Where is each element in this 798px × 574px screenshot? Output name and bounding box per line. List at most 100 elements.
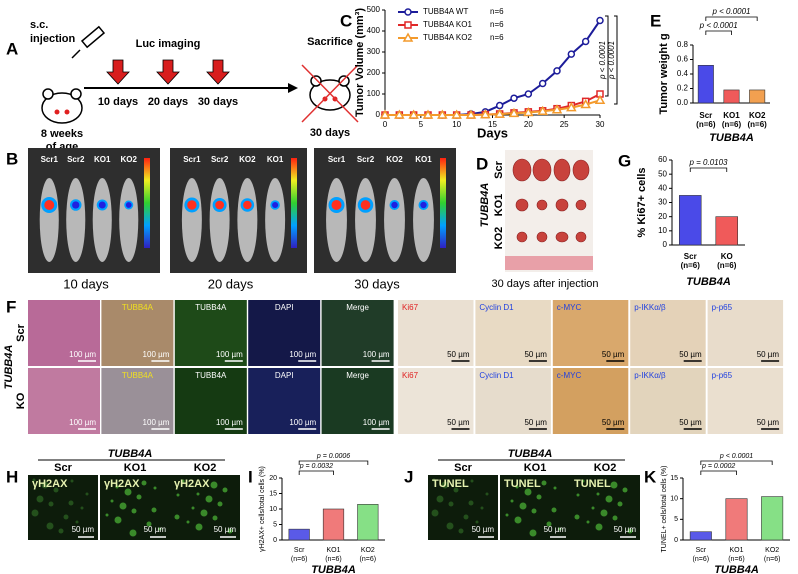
imaging-photo: Scr1 Scr2 KO1 KO2 <box>28 148 160 273</box>
stain-label: DAPI <box>275 303 294 312</box>
fluor-dot <box>75 520 79 524</box>
significance-bracket <box>614 15 618 105</box>
significance-bracket <box>298 470 334 475</box>
fluor-dot <box>68 500 74 506</box>
x-tick-label: 5 <box>419 120 424 129</box>
marker <box>404 8 412 16</box>
fluor-dot <box>141 480 147 486</box>
fluor-dot <box>210 481 218 489</box>
fluor-dot <box>191 506 195 510</box>
scale-label: 100 µm <box>289 350 316 359</box>
y-tick-label: 0.4 <box>677 69 689 78</box>
tissue-image <box>707 300 784 366</box>
marker <box>594 94 606 105</box>
marker <box>494 108 505 118</box>
marker <box>551 104 563 114</box>
fluor-dot <box>46 522 54 530</box>
fluor-dot <box>485 492 489 496</box>
bar <box>761 496 784 541</box>
fluor-dot <box>470 479 474 483</box>
tissue-image <box>101 300 174 366</box>
fluor-dot <box>553 486 557 490</box>
panel-label: D <box>476 154 488 173</box>
panel-a: A s.c. injection 8 weeks of age Luc imag… <box>6 19 359 153</box>
scale-label: 100 µm <box>289 418 316 427</box>
signal-blob <box>391 201 398 209</box>
panel-label: B <box>6 149 18 168</box>
bar <box>725 498 748 541</box>
fluor-dot <box>595 523 603 531</box>
fluor-dot <box>105 513 109 517</box>
row-label: KO2 <box>493 227 505 250</box>
fluor-dot <box>610 481 618 489</box>
marker <box>596 16 604 25</box>
scale-label: 50 µm <box>757 350 780 359</box>
x-tick-label: Scr <box>696 547 707 554</box>
panel-label: H <box>6 467 18 486</box>
annotation: p < 0.0001 <box>598 41 607 80</box>
tissue-image <box>28 368 100 434</box>
x-tick-label: Scr <box>699 111 712 120</box>
marker <box>553 67 561 75</box>
legend-label: TUBB4A KO1 <box>423 20 472 29</box>
row-label: Scr <box>15 323 27 341</box>
annotation: p < 0.0001 <box>719 453 753 460</box>
bar <box>723 89 740 104</box>
x-tick-label: 20 <box>524 120 533 129</box>
group-label: Scr <box>454 462 472 474</box>
category-note: (n=6) <box>360 556 377 563</box>
fluor-dot <box>612 515 618 521</box>
caption: 30 days after injection <box>491 278 598 290</box>
category-note: (n=6) <box>681 261 701 270</box>
fluor-dot <box>576 493 580 497</box>
signal-blob <box>360 200 371 210</box>
stain-label: TUBB4A <box>122 371 154 380</box>
stain-label: Ki67 <box>402 371 419 380</box>
marker <box>394 109 405 119</box>
tissue-image <box>321 300 394 366</box>
stain-label: p-IKKα/β <box>634 371 666 380</box>
y-tick-label: 20 <box>269 475 277 482</box>
x-tick-label: KO2 <box>361 547 375 554</box>
tissue-image <box>101 368 174 434</box>
scale-label: 50 µm <box>757 418 780 427</box>
row-label: KO <box>15 392 27 409</box>
stain-label: Cyclin D1 <box>479 303 514 312</box>
scale-label: 100 µm <box>143 418 170 427</box>
annotation: p < 0.0001 <box>607 41 616 80</box>
mouse-label: KO1 <box>415 155 432 164</box>
mouse-body <box>237 178 258 262</box>
fluor-dot <box>153 486 157 490</box>
y-tick-label: 0 <box>674 537 678 544</box>
fluor-dot <box>558 527 562 531</box>
tissue-image <box>630 368 706 434</box>
mouse-label: Scr1 <box>183 155 201 164</box>
marker <box>451 109 462 119</box>
panel-label: I <box>248 467 253 486</box>
timepoint: 10 days <box>98 96 138 108</box>
fluor-dot <box>124 488 132 496</box>
tissue-image <box>630 300 706 366</box>
y-tick-label: 10 <box>658 226 667 235</box>
caption: 20 days <box>208 276 254 291</box>
mouse-label: KO1 <box>267 155 284 164</box>
fluor-image <box>100 475 170 540</box>
stain-label: Ki67 <box>402 303 419 312</box>
fluor-dot <box>468 500 474 506</box>
caption: 30 days <box>354 276 400 291</box>
y-tick-label: 100 <box>367 89 381 98</box>
mouse-body <box>119 178 139 262</box>
tissue-image <box>475 368 551 434</box>
caption: 10 days <box>63 276 109 291</box>
mouse-body <box>413 178 434 262</box>
panel-label: G <box>618 151 631 170</box>
marker <box>437 109 448 119</box>
mouse-body <box>66 178 86 262</box>
fluor-dot <box>514 516 522 524</box>
fluor-dot <box>446 522 454 530</box>
fluor-dot <box>591 506 595 510</box>
stain-label: Cyclin D1 <box>479 371 514 380</box>
annotation: p < 0.0001 <box>711 7 750 16</box>
mouse-body <box>209 178 230 262</box>
fluor-dot <box>574 514 580 520</box>
